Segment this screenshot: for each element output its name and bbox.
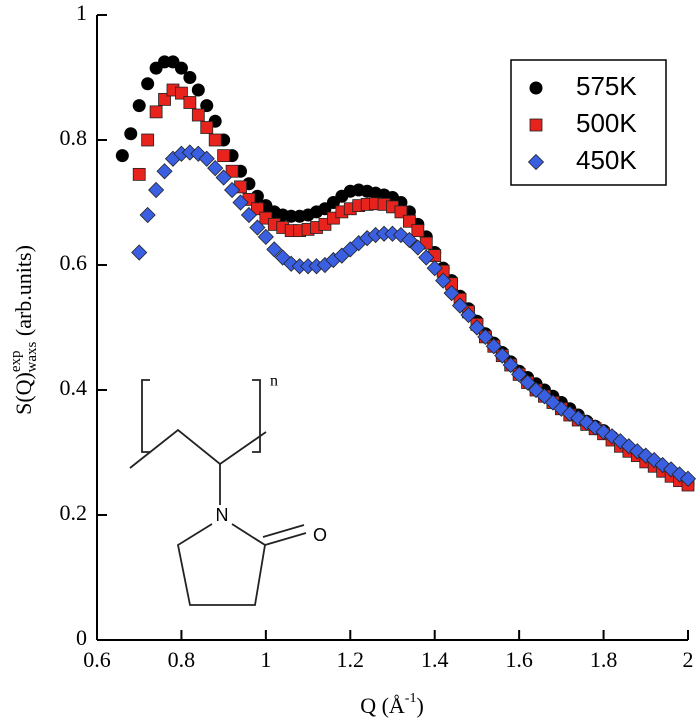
structure-diagram: [129, 379, 307, 606]
point: [409, 239, 426, 256]
point: [156, 163, 173, 180]
x-tick-label: 2: [683, 647, 694, 672]
point: [418, 249, 435, 266]
x-tick-label: 1.8: [590, 647, 618, 672]
point: [224, 181, 241, 199]
atom-label: N: [216, 505, 229, 525]
point: [679, 470, 697, 487]
x-label-sup: -1: [405, 691, 417, 706]
point: [174, 61, 188, 75]
x-tick-label: 1: [260, 647, 271, 672]
point: [578, 414, 595, 431]
y-axis-label: S(Q)expwaxs (arb.units): [8, 245, 40, 415]
point: [249, 219, 266, 236]
legend-label: 500K: [576, 108, 637, 138]
point: [443, 285, 460, 302]
y-tick-label: 0.4: [60, 375, 88, 400]
point: [392, 226, 410, 244]
x-tick-label: 0.8: [168, 647, 196, 672]
point: [411, 224, 425, 238]
x-tick-label: 0.6: [83, 647, 111, 672]
point: [208, 133, 222, 147]
point: [502, 356, 519, 374]
legend-label: 450K: [576, 145, 637, 175]
point: [131, 244, 148, 261]
y-tick-label: 0.2: [60, 500, 88, 525]
legend-label: 575K: [576, 71, 637, 101]
point: [519, 374, 536, 391]
point: [527, 381, 545, 399]
point: [200, 121, 214, 134]
point: [139, 206, 156, 224]
point: [646, 451, 663, 469]
point: [207, 160, 224, 177]
point: [232, 194, 249, 211]
point: [124, 127, 138, 141]
legend-marker: [529, 81, 543, 95]
point: [215, 169, 232, 186]
point: [115, 149, 129, 163]
point: [141, 77, 155, 91]
point: [274, 249, 291, 266]
repeat-label: n: [270, 373, 278, 390]
ring: [176, 523, 266, 606]
y-label-sub: waxs: [24, 341, 40, 372]
carbonyl-bond: [264, 532, 307, 546]
point: [629, 443, 646, 460]
point: [266, 241, 283, 258]
backbone: [129, 428, 267, 469]
point: [401, 231, 418, 249]
point: [148, 181, 165, 199]
y-label-main: S(Q): [11, 372, 36, 415]
point: [494, 347, 511, 364]
x-tick-label: 1.4: [421, 647, 449, 672]
y-label-rest: (arb.units): [11, 245, 36, 342]
point: [132, 167, 146, 181]
point: [198, 150, 215, 167]
bracket-right: [252, 379, 261, 453]
point: [240, 206, 258, 224]
point: [149, 105, 163, 119]
point: [570, 410, 587, 427]
point: [485, 338, 502, 355]
point: [132, 99, 146, 113]
x-axis-label: Q (Å-1): [360, 691, 424, 718]
x-tick-label: 1.2: [337, 647, 365, 672]
y-tick-label: 0.6: [60, 250, 88, 275]
carbonyl-bond: [262, 524, 305, 538]
point: [426, 260, 443, 277]
y-label-sup: exp: [8, 350, 24, 372]
point: [225, 164, 239, 178]
point: [460, 306, 477, 324]
point: [435, 272, 452, 289]
x-label-rest: ): [416, 693, 423, 718]
point: [477, 328, 494, 345]
point: [191, 83, 205, 97]
point: [217, 149, 231, 163]
point: [257, 228, 274, 245]
point: [283, 255, 300, 272]
atom-label: O: [313, 525, 327, 545]
x-label-main: Q (Å: [360, 693, 405, 718]
point: [468, 319, 485, 336]
point: [637, 447, 654, 464]
y-tick-label: 0: [76, 625, 87, 650]
x-tick-label: 1.6: [505, 647, 533, 672]
point: [183, 96, 197, 109]
y-tick-label: 1: [76, 0, 87, 25]
point: [191, 108, 205, 122]
point: [141, 133, 155, 147]
point: [511, 366, 528, 383]
bracket-left: [141, 379, 150, 453]
point: [451, 297, 469, 314]
y-tick-label: 0.8: [60, 125, 88, 150]
legend-marker: [527, 153, 545, 171]
point: [183, 71, 197, 84]
legend-marker: [529, 118, 543, 132]
point: [587, 419, 604, 436]
